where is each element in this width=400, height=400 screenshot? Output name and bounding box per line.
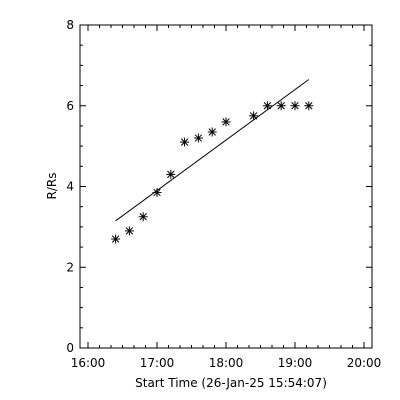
fit-line (115, 79, 310, 222)
x-tick-label: 19:00 (278, 356, 313, 370)
data-point (207, 127, 217, 137)
x-tick-label: 18:00 (209, 356, 244, 370)
x-tick-label: 20:00 (347, 356, 382, 370)
plot-frame (79, 24, 373, 349)
data-point (138, 212, 148, 222)
data-point (262, 101, 272, 111)
data-point (193, 133, 203, 143)
y-tick-label: 2 (66, 260, 74, 274)
y-tick-label: 4 (66, 180, 74, 194)
data-point (221, 117, 231, 127)
data-point (166, 169, 176, 179)
data-point (180, 137, 190, 147)
y-tick-label: 6 (66, 99, 74, 113)
x-tick-label: 17:00 (140, 356, 175, 370)
data-point (276, 101, 286, 111)
y-tick-label: 8 (66, 18, 74, 32)
data-point (249, 111, 259, 121)
data-point (124, 226, 134, 236)
y-axis-label: R/Rs (45, 173, 59, 200)
x-axis-label: Start Time (26-Jan-25 15:54:07) (135, 376, 327, 390)
data-point (111, 234, 121, 244)
x-axis: 16:00 17:00 18:00 19:00 20:00 (71, 25, 382, 370)
data-point (304, 101, 314, 111)
y-tick-label: 0 (66, 341, 74, 355)
data-point (152, 188, 162, 198)
y-axis: 0 2 4 6 8 (66, 18, 372, 355)
data-points (111, 101, 314, 244)
fit-line-group (115, 79, 310, 222)
data-point (290, 101, 300, 111)
x-tick-label: 16:00 (71, 356, 106, 370)
